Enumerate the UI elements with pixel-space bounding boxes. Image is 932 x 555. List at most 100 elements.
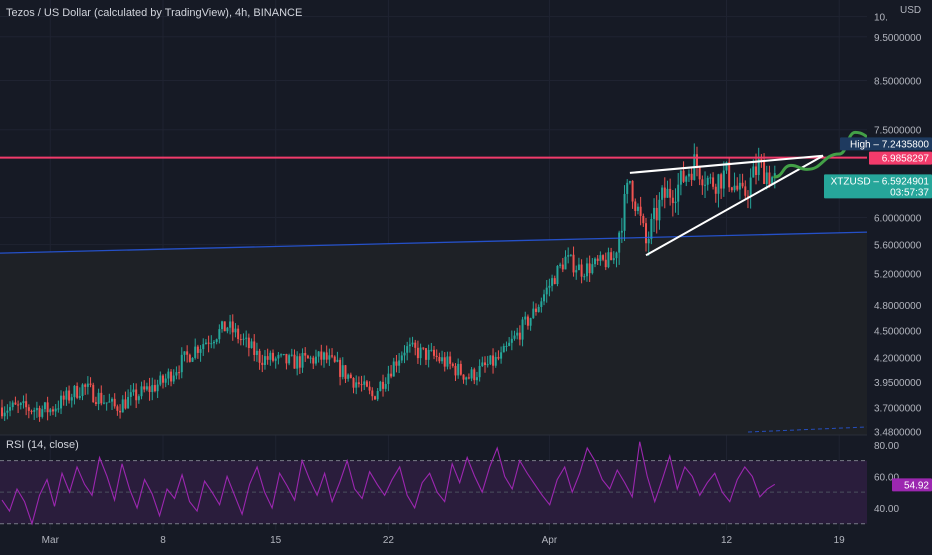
candle-body xyxy=(674,201,677,204)
price-tick-label: 4.8000000 xyxy=(874,301,922,312)
candle-body xyxy=(317,351,320,357)
price-scale-background[interactable] xyxy=(867,0,932,530)
candle-body xyxy=(373,396,376,400)
candle-body xyxy=(253,341,256,355)
candle-body xyxy=(231,321,234,333)
price-tick-label: 5.2000000 xyxy=(874,270,922,281)
candle-body xyxy=(164,378,167,383)
candle-body xyxy=(626,182,629,194)
candle-body xyxy=(556,265,559,285)
candle-body xyxy=(698,167,701,180)
high-badge-text: High – 7.2435800 xyxy=(850,139,929,150)
candle-body xyxy=(424,348,427,360)
candle-body xyxy=(486,364,489,366)
candle-body xyxy=(408,344,411,347)
candle-body xyxy=(14,402,17,405)
candle-body xyxy=(561,264,564,270)
candle-body xyxy=(725,162,728,171)
candle-body xyxy=(242,338,245,340)
candle-body xyxy=(70,397,73,401)
candle-body xyxy=(159,375,162,385)
candle-body xyxy=(121,399,124,413)
candle-body xyxy=(677,184,680,202)
candle-body xyxy=(387,373,390,384)
candle-body xyxy=(333,356,336,362)
candle-body xyxy=(210,343,213,345)
candle-body xyxy=(140,386,143,397)
candle-body xyxy=(459,363,462,375)
candle-body xyxy=(349,374,352,378)
candle-body xyxy=(510,338,513,343)
price-tick-label: 8.5000000 xyxy=(874,77,922,88)
time-tick-label: 12 xyxy=(721,535,733,546)
price-axis[interactable]: 10. 9.5000000 8.5000000 7.5000000 6.0000000 5… xyxy=(874,13,922,515)
candle-body xyxy=(537,306,540,312)
candle-body xyxy=(771,177,774,186)
last-price-badge-text: XTZUSD – 6.5924901 xyxy=(831,176,930,187)
candle-body xyxy=(647,239,650,244)
candle-body xyxy=(636,206,639,211)
candle-body xyxy=(714,186,717,194)
candle-body xyxy=(704,184,707,186)
candle-body xyxy=(323,352,325,360)
candle-body xyxy=(575,270,578,273)
candle-body xyxy=(331,355,334,357)
candle-body xyxy=(162,375,164,383)
candle-body xyxy=(357,382,360,385)
rsi-line xyxy=(1,441,776,526)
candle-body xyxy=(73,385,76,398)
candle-body xyxy=(113,398,116,407)
candle-body xyxy=(602,255,605,260)
candle-body xyxy=(628,180,631,183)
candle-body xyxy=(529,318,532,326)
candle-body xyxy=(143,386,146,390)
currency-label: USD xyxy=(900,5,921,16)
candle-body xyxy=(481,362,484,366)
candle-body xyxy=(336,359,339,362)
candle-body xyxy=(422,347,425,349)
rsi-badge-bg xyxy=(892,478,932,492)
candle-body xyxy=(765,172,768,184)
candle-body xyxy=(153,385,156,392)
candle-body xyxy=(170,371,173,382)
price-tick-label: 3.4800000 xyxy=(874,428,922,439)
candle-body xyxy=(478,365,481,378)
candle-body xyxy=(610,252,613,261)
candle-body xyxy=(49,409,52,413)
candle-body xyxy=(416,347,419,359)
candle-body xyxy=(722,170,725,189)
candle-body xyxy=(180,354,183,373)
candle-body xyxy=(188,354,191,362)
candle-body xyxy=(266,356,269,360)
candle-body xyxy=(135,389,138,401)
candle-body xyxy=(127,396,130,409)
candle-body xyxy=(376,391,379,400)
price-badges: High – 7.2435800 6.9858297 XTZUSD – 6.5924… xyxy=(824,137,932,492)
candle-body xyxy=(298,356,301,368)
candle-body xyxy=(655,207,658,221)
candle-body xyxy=(272,352,275,361)
candle-body xyxy=(746,195,749,197)
candle-body xyxy=(46,402,49,413)
candle-body xyxy=(701,179,704,186)
candle-body xyxy=(717,174,720,194)
candle-body xyxy=(320,351,323,360)
time-scale-background[interactable] xyxy=(0,530,932,550)
candle-body xyxy=(653,207,656,219)
candle-body xyxy=(505,345,508,347)
candle-body xyxy=(690,173,693,180)
trendline xyxy=(0,231,868,254)
candle-body xyxy=(773,173,776,178)
triangle-lower-line xyxy=(645,154,824,257)
candle-body xyxy=(596,258,599,261)
candle-body xyxy=(204,342,207,345)
candle-body xyxy=(540,301,543,307)
candle-body xyxy=(100,392,103,404)
candle-body xyxy=(9,407,12,411)
candle-body xyxy=(569,254,572,256)
candle-body xyxy=(108,401,111,403)
price-tick-label: 6.0000000 xyxy=(874,213,922,224)
time-axis[interactable]: Mar81522Apr1219May1017 xyxy=(42,535,932,546)
